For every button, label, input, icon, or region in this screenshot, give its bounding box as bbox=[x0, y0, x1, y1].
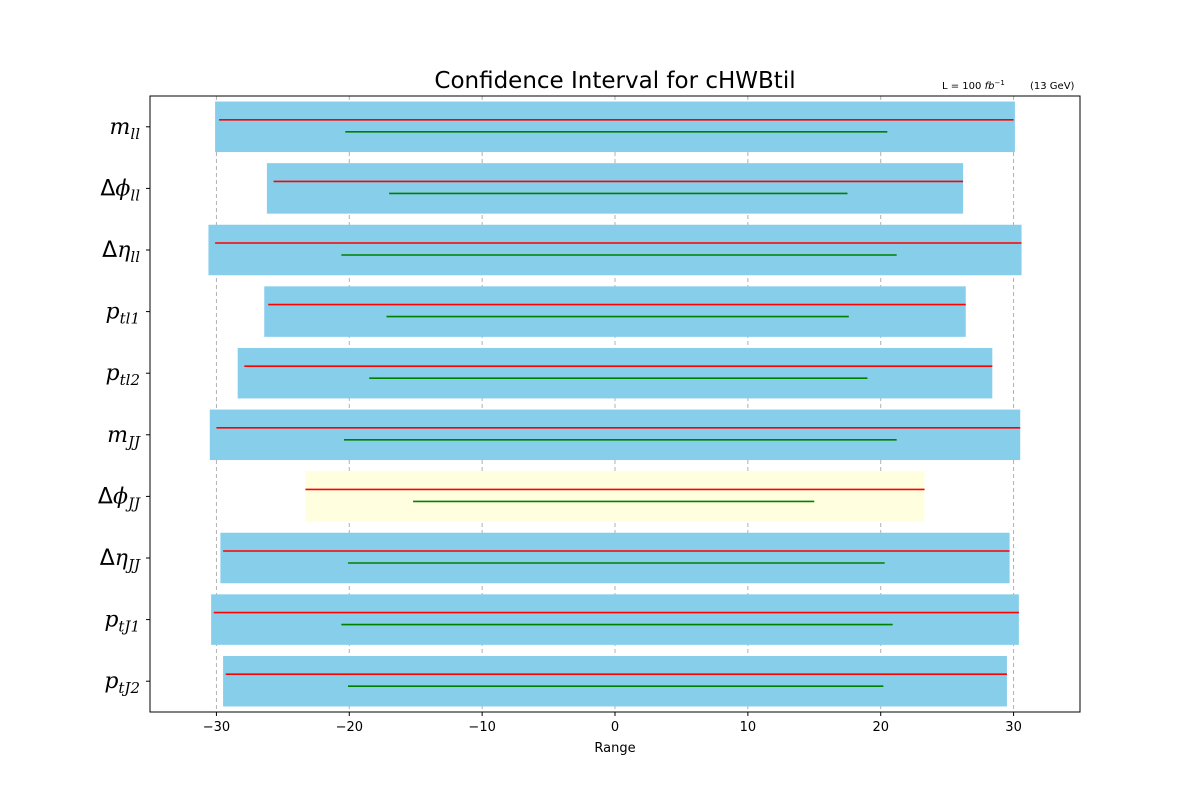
y-category-label: ΔϕJJ bbox=[98, 484, 141, 512]
x-tick-label: −20 bbox=[336, 720, 363, 735]
x-axis-label: Range bbox=[594, 741, 635, 756]
interval-band bbox=[211, 594, 1019, 645]
y-category-label: ptl1 bbox=[106, 300, 140, 328]
energy-note: (13 GeV) bbox=[1030, 81, 1075, 92]
chart-title: Confidence Interval for cHWBtil bbox=[434, 68, 795, 94]
y-category-label: ptl2 bbox=[106, 361, 140, 389]
x-tick-label: 0 bbox=[611, 720, 619, 735]
luminosity-note: L = 100 fb−1 bbox=[942, 79, 1005, 92]
y-category-label: Δηll bbox=[102, 238, 140, 266]
y-category-label: ptJ2 bbox=[104, 669, 140, 697]
y-category-label: Δϕll bbox=[100, 176, 140, 204]
luminosity-prefix: L = 100 bbox=[942, 81, 985, 92]
y-category-label: mJJ bbox=[107, 423, 141, 451]
interval-band bbox=[237, 347, 993, 399]
x-tick-label: −30 bbox=[203, 720, 230, 735]
x-ticks: −30 −20 −10 0 10 20 30 bbox=[203, 712, 1022, 735]
interval-band bbox=[223, 655, 1007, 707]
interval-bands bbox=[208, 101, 1022, 707]
interval-band bbox=[266, 163, 964, 214]
interval-lines bbox=[213, 119, 1022, 688]
x-tick-label: 30 bbox=[1005, 720, 1022, 735]
luminosity-unit: fb bbox=[985, 81, 995, 92]
interval-band bbox=[208, 224, 1022, 276]
interval-band bbox=[215, 101, 1015, 153]
x-tick-label: 20 bbox=[872, 720, 889, 735]
y-category-label: ptJ1 bbox=[104, 608, 140, 636]
interval-band bbox=[264, 286, 966, 337]
luminosity-exponent: −1 bbox=[994, 79, 1004, 87]
y-category-labels: mll Δϕll Δηll ptl1 ptl2 mJJ ΔϕJJ ΔηJJ ptJ1 ptJ2 bbox=[98, 115, 150, 697]
interval-band bbox=[209, 409, 1021, 461]
x-tick-label: −10 bbox=[468, 720, 495, 735]
y-category-label: ΔηJJ bbox=[100, 546, 141, 574]
interval-band bbox=[220, 532, 1010, 584]
y-category-label: mll bbox=[110, 115, 141, 143]
interval-band bbox=[305, 471, 925, 522]
x-tick-label: 10 bbox=[740, 720, 757, 735]
